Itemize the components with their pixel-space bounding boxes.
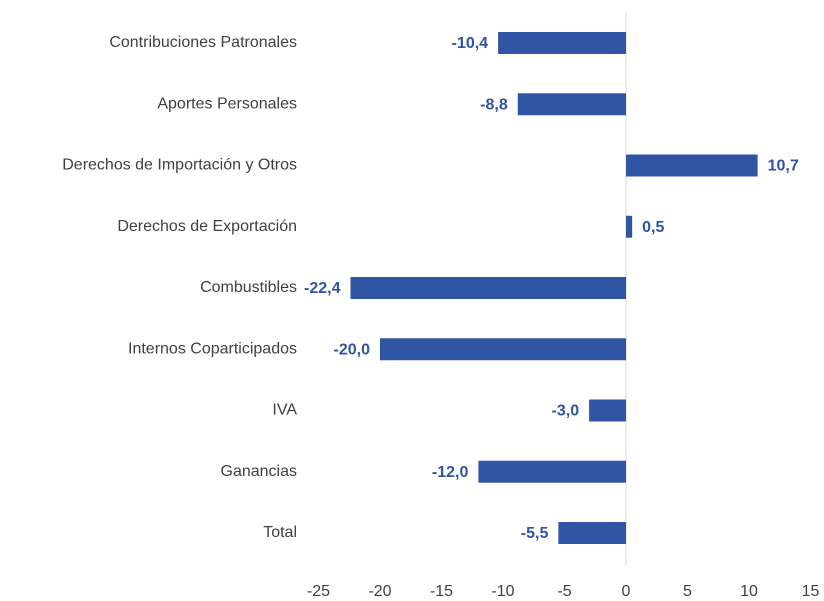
value-label: -3,0 — [552, 403, 580, 420]
x-tick-label: 0 — [622, 583, 631, 600]
x-tick-label: -20 — [368, 583, 391, 600]
bar — [589, 399, 626, 422]
bar — [380, 338, 626, 361]
bar — [350, 277, 626, 299]
y-tick-label: Combustibles — [200, 279, 297, 296]
x-tick-label: -25 — [307, 583, 330, 600]
y-tick-label: Derechos de Exportación — [117, 218, 297, 235]
bar — [626, 215, 633, 238]
value-label: -20,0 — [334, 341, 371, 358]
y-tick-label: Derechos de Importación y Otros — [62, 157, 297, 174]
value-label: -12,0 — [432, 464, 469, 481]
value-label: 10,7 — [768, 158, 799, 175]
bar — [558, 522, 626, 544]
y-tick-label: IVA — [272, 402, 297, 419]
value-label: -22,4 — [304, 280, 341, 297]
bar — [498, 32, 626, 54]
y-tick-label: Internos Coparticipados — [128, 340, 297, 357]
bar — [517, 93, 626, 116]
bar — [626, 154, 758, 177]
value-label: -5,5 — [521, 525, 549, 542]
value-label: 0,5 — [642, 219, 664, 236]
y-tick-label: Aportes Personales — [157, 95, 297, 112]
y-tick-label: Total — [263, 524, 297, 541]
y-tick-label: Ganancias — [221, 463, 298, 480]
y-tick-label: Contribuciones Patronales — [109, 34, 297, 51]
x-tick-label: 5 — [683, 583, 692, 600]
bar — [478, 460, 626, 483]
value-label: -8,8 — [480, 96, 508, 113]
x-tick-label: 15 — [802, 583, 820, 600]
x-tick-label: -15 — [430, 583, 453, 600]
x-tick-label: -10 — [491, 583, 514, 600]
x-tick-label: 10 — [740, 583, 758, 600]
x-tick-label: -5 — [557, 583, 571, 600]
value-label: -10,4 — [452, 35, 489, 52]
